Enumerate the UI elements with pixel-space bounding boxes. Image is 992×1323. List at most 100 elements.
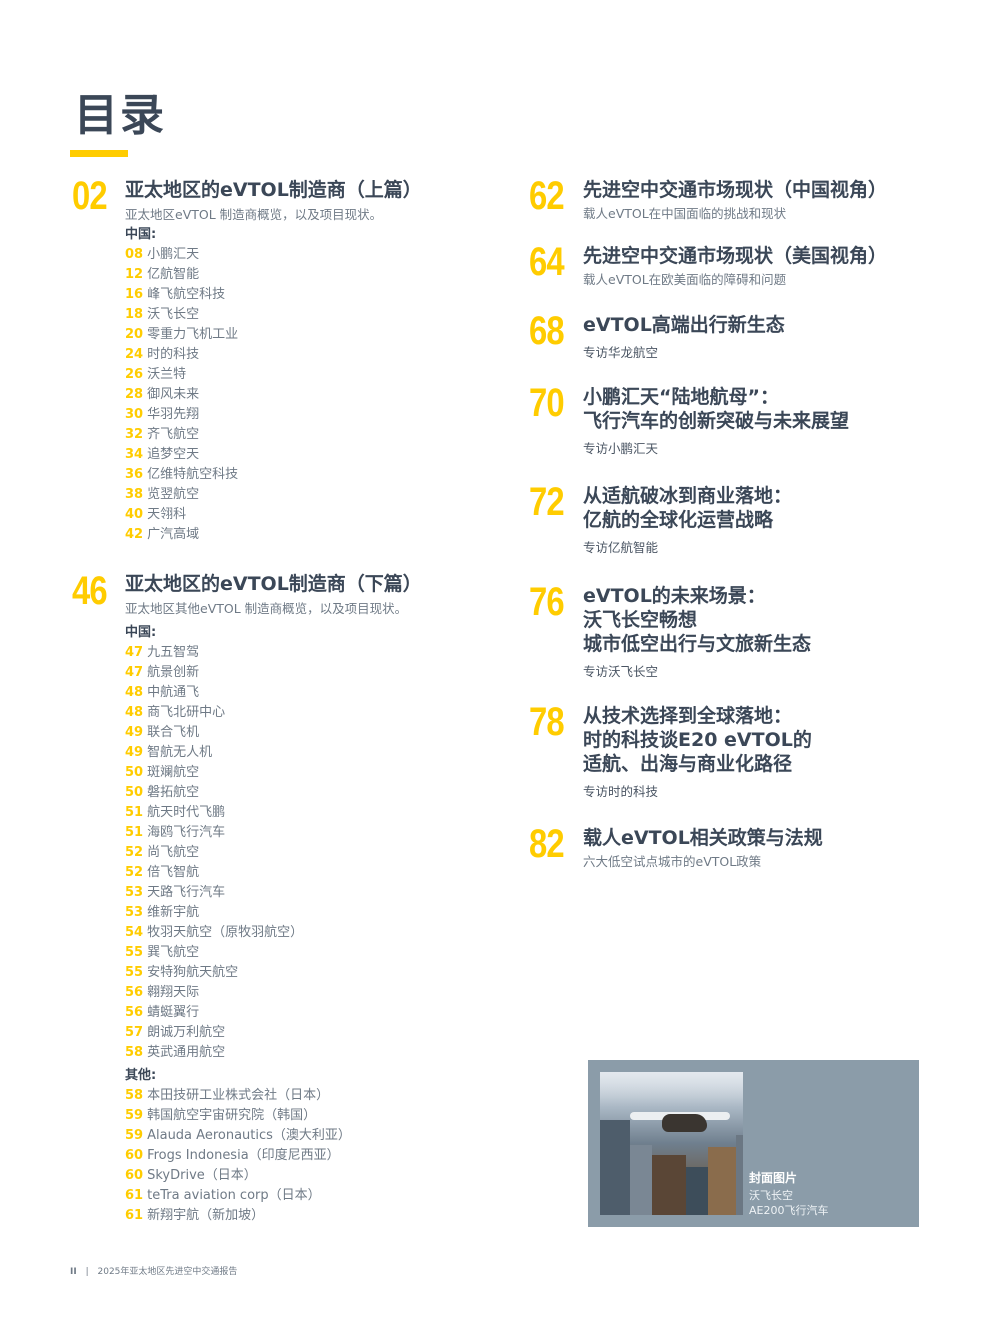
- list-item[interactable]: 34 追梦空天: [125, 445, 238, 465]
- list-item[interactable]: 50 斑斓航空: [125, 763, 303, 783]
- item-page-number: 40: [125, 507, 144, 522]
- item-company-name: 航景创新: [147, 665, 200, 680]
- item-page-number: 30: [125, 407, 144, 422]
- list-item[interactable]: 47 九五智驾: [125, 643, 303, 663]
- list-item[interactable]: 55 安特狗航天航空: [125, 963, 303, 983]
- item-company-name: SkyDrive（日本）: [147, 1168, 257, 1183]
- item-company-name: 时的科技: [147, 347, 200, 362]
- title-accent-bar: [70, 150, 128, 157]
- section-page-number[interactable]: 68: [529, 309, 565, 353]
- section-subtitle: 六大低空试点城市的eVTOL政策: [583, 854, 762, 869]
- item-company-name: 小鹏汇天: [147, 247, 200, 262]
- cover-caption-title: 封面图片: [749, 1171, 798, 1185]
- company-list: 47 九五智驾 47 航景创新 48 中航通飞 48 商飞北研中心 49 联合飞机 49 智航无人机 5…: [125, 643, 303, 1063]
- list-item[interactable]: 32 齐飞航空: [125, 425, 238, 445]
- list-item[interactable]: 24 时的科技: [125, 345, 238, 365]
- list-item[interactable]: 36 亿维特航空科技: [125, 465, 238, 485]
- list-item[interactable]: 16 峰飞航空科技: [125, 285, 238, 305]
- item-company-name: 倍飞智航: [147, 865, 200, 880]
- list-item[interactable]: 51 航天时代飞鹏: [125, 803, 303, 823]
- section-page-number[interactable]: 82: [529, 822, 565, 866]
- item-page-number: 20: [125, 327, 144, 342]
- list-item[interactable]: 42 广汽高域: [125, 525, 238, 545]
- list-item[interactable]: 38 览翌航空: [125, 485, 238, 505]
- group-label-china: 中国:: [125, 227, 157, 242]
- item-page-number: 49: [125, 745, 144, 760]
- item-page-number: 60: [125, 1168, 144, 1183]
- item-company-name: 沃兰特: [147, 367, 187, 382]
- section-page-number[interactable]: 78: [529, 700, 565, 744]
- list-item[interactable]: 56 蜻蜓翼行: [125, 1003, 303, 1023]
- section-page-number[interactable]: 70: [529, 381, 565, 425]
- list-item[interactable]: 60 SkyDrive（日本）: [125, 1166, 351, 1186]
- list-item[interactable]: 49 智航无人机: [125, 743, 303, 763]
- list-item[interactable]: 26 沃兰特: [125, 365, 238, 385]
- section-subtitle: 专访亿航智能: [583, 540, 659, 555]
- section-title[interactable]: 亿航的全球化运营战略: [583, 509, 774, 531]
- section-title[interactable]: 从技术选择到全球落地：: [583, 705, 793, 727]
- section-title[interactable]: 亚太地区的eVTOL制造商（上篇）: [125, 179, 422, 201]
- list-item[interactable]: 08 小鹏汇天: [125, 245, 238, 265]
- list-item[interactable]: 52 倍飞智航: [125, 863, 303, 883]
- list-item[interactable]: 50 磐拓航空: [125, 783, 303, 803]
- item-page-number: 58: [125, 1088, 144, 1103]
- item-company-name: 牧羽天航空（原牧羽航空）: [147, 925, 304, 940]
- company-list: 08 小鹏汇天 12 亿航智能 16 峰飞航空科技 18 沃飞长空 20 零重力飞机工业 24 时的科…: [125, 245, 238, 545]
- list-item[interactable]: 55 巽飞航空: [125, 943, 303, 963]
- item-company-name: 广汽高域: [147, 527, 200, 542]
- list-item[interactable]: 59 Alauda Aeronautics（澳大利亚）: [125, 1126, 351, 1146]
- section-page-number[interactable]: 76: [529, 580, 565, 624]
- item-page-number: 34: [125, 447, 144, 462]
- list-item[interactable]: 47 航景创新: [125, 663, 303, 683]
- section-title[interactable]: 适航、出海与商业化路径: [583, 753, 793, 775]
- section-title[interactable]: 沃飞长空畅想: [583, 609, 698, 631]
- section-title[interactable]: 时的科技谈E20 eVTOL的: [583, 729, 812, 751]
- list-item[interactable]: 52 尚飞航空: [125, 843, 303, 863]
- section-title[interactable]: 从适航破冰到商业落地：: [583, 485, 793, 507]
- list-item[interactable]: 56 翱翔天际: [125, 983, 303, 1003]
- item-company-name: 巽飞航空: [147, 945, 200, 960]
- list-item[interactable]: 54 牧羽天航空（原牧羽航空）: [125, 923, 303, 943]
- list-item[interactable]: 18 沃飞长空: [125, 305, 238, 325]
- section-title[interactable]: 载人eVTOL相关政策与法规: [583, 827, 823, 849]
- list-item[interactable]: 53 维新宇航: [125, 903, 303, 923]
- section-title[interactable]: eVTOL的未来场景：: [583, 585, 766, 607]
- item-page-number: 57: [125, 1025, 144, 1040]
- section-title[interactable]: 亚太地区的eVTOL制造商（下篇）: [125, 573, 422, 595]
- list-item[interactable]: 20 零重力飞机工业: [125, 325, 238, 345]
- list-item[interactable]: 53 天路飞行汽车: [125, 883, 303, 903]
- list-item[interactable]: 40 天翎科: [125, 505, 238, 525]
- list-item[interactable]: 28 御风未来: [125, 385, 238, 405]
- section-title[interactable]: 城市低空出行与文旅新生态: [583, 633, 812, 655]
- list-item[interactable]: 48 商飞北研中心: [125, 703, 303, 723]
- section-page-number[interactable]: 62: [529, 174, 565, 218]
- section-page-number[interactable]: 64: [529, 240, 565, 284]
- section-page-number[interactable]: 46: [72, 569, 108, 613]
- item-page-number: 24: [125, 347, 144, 362]
- list-item[interactable]: 58 本田技研工业株式会社（日本）: [125, 1086, 351, 1106]
- list-item[interactable]: 12 亿航智能: [125, 265, 238, 285]
- list-item[interactable]: 30 华羽先翔: [125, 405, 238, 425]
- list-item[interactable]: 51 海鸥飞行汽车: [125, 823, 303, 843]
- item-page-number: 53: [125, 905, 144, 920]
- section-title[interactable]: eVTOL高端出行新生态: [583, 314, 785, 336]
- item-company-name: 朗诚万利航空: [147, 1025, 226, 1040]
- list-item[interactable]: 61 teTra aviation corp（日本）: [125, 1186, 351, 1206]
- section-title[interactable]: 小鹏汇天“陆地航母”：: [583, 386, 779, 408]
- section-title[interactable]: 先进空中交通市场现状（美国视角）: [583, 245, 888, 267]
- list-item[interactable]: 57 朗诚万利航空: [125, 1023, 303, 1043]
- list-item[interactable]: 58 英武通用航空: [125, 1043, 303, 1063]
- item-page-number: 12: [125, 267, 144, 282]
- list-item[interactable]: 60 Frogs Indonesia（印度尼西亚）: [125, 1146, 351, 1166]
- section-title[interactable]: 先进空中交通市场现状（中国视角）: [583, 179, 888, 201]
- item-page-number: 55: [125, 965, 144, 980]
- list-item[interactable]: 61 新翔宇航（新加坡）: [125, 1206, 351, 1226]
- list-item[interactable]: 59 韩国航空宇宙研究院（韩国）: [125, 1106, 351, 1126]
- section-page-number[interactable]: 72: [529, 480, 565, 524]
- list-item[interactable]: 49 联合飞机: [125, 723, 303, 743]
- item-page-number: 18: [125, 307, 144, 322]
- list-item[interactable]: 48 中航通飞: [125, 683, 303, 703]
- section-title[interactable]: 飞行汽车的创新突破与未来展望: [583, 410, 850, 432]
- item-page-number: 58: [125, 1045, 144, 1060]
- section-page-number[interactable]: 02: [72, 174, 108, 218]
